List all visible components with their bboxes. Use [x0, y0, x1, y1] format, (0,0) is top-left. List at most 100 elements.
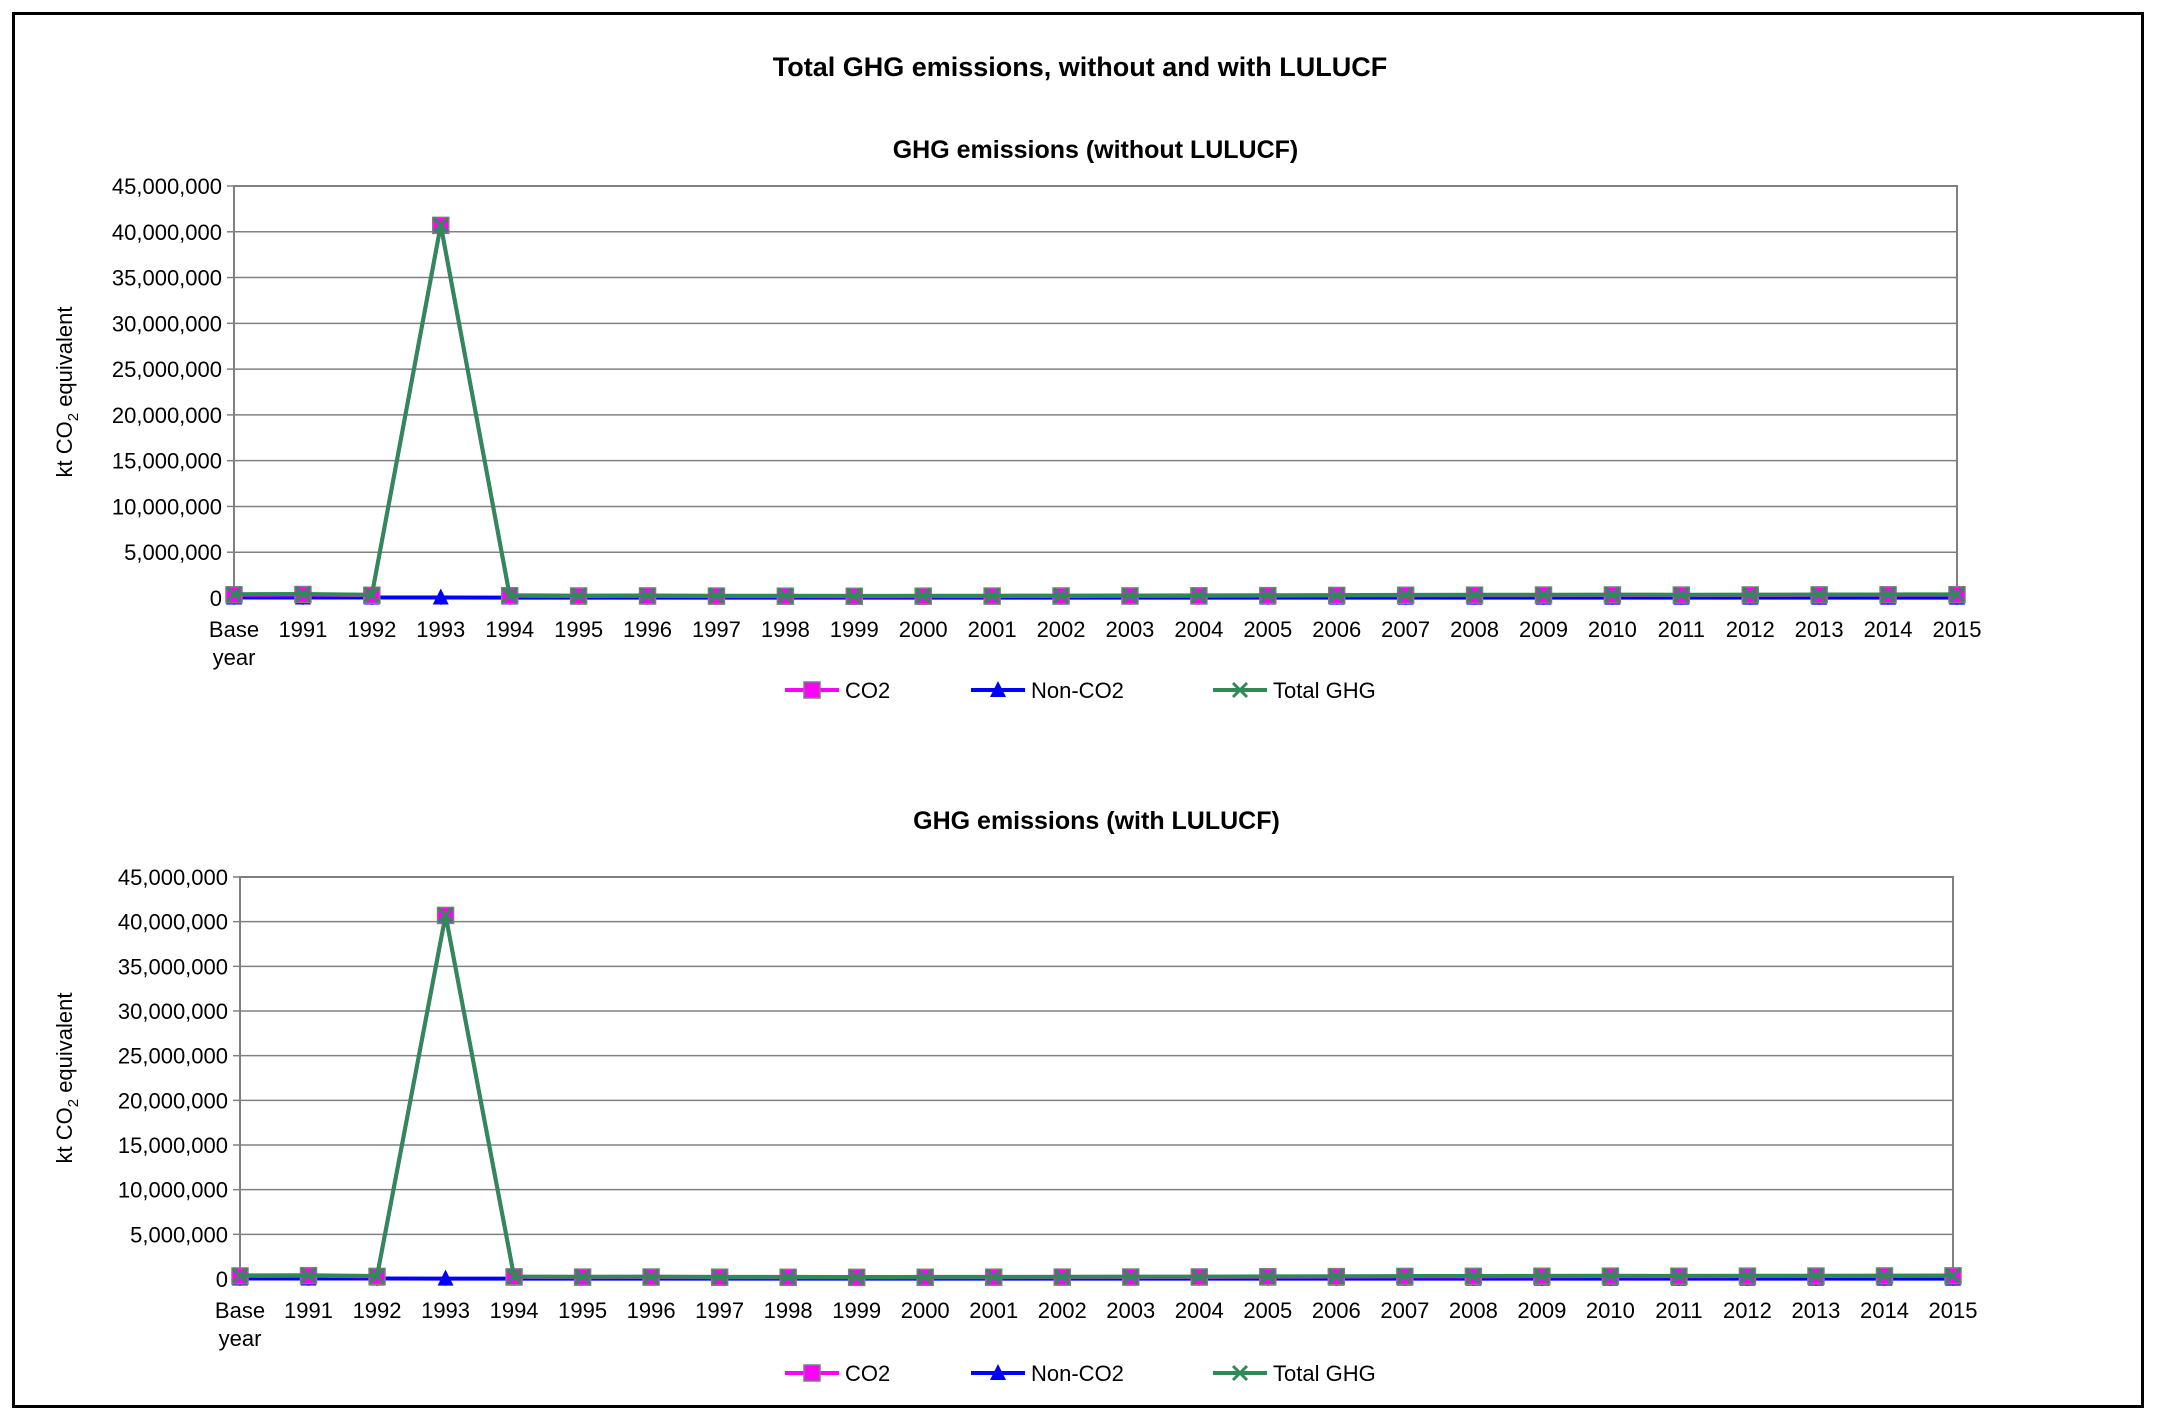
y-tick-label: 45,000,000: [118, 865, 228, 890]
x-tick-label: 2015: [1929, 1298, 1978, 1323]
data-point-total: [708, 587, 725, 604]
series-line-co2: [239, 913, 1954, 1280]
data-point-total: [1396, 1267, 1413, 1285]
legend-label: Total GHG: [1273, 1361, 1376, 1386]
x-tick-label: 2002: [1037, 617, 1086, 642]
x-tick-label: 2006: [1312, 617, 1361, 642]
legend-label: Non-CO2: [1031, 678, 1124, 703]
legend-label: CO2: [845, 1361, 890, 1386]
y-tick-label: 25,000,000: [112, 357, 222, 382]
x-tick-label: Base year: [215, 1298, 265, 1351]
data-point-total: [1602, 1267, 1619, 1284]
data-point-total: [1054, 1268, 1071, 1285]
data-point-total: [1190, 587, 1207, 604]
plot-area: [239, 876, 1954, 1280]
legend-marker: [1231, 681, 1249, 699]
y-axis-label: kt CO2 equivalent: [52, 993, 82, 1164]
y-tick-label: 0: [210, 586, 222, 611]
y-tick-label: 15,000,000: [112, 449, 222, 474]
legend-marker: [990, 681, 1006, 697]
x-tick-label: 1996: [627, 1298, 676, 1323]
data-point-total: [1466, 586, 1483, 603]
chart-title: GHG emissions (without LULUCF): [893, 136, 1299, 164]
x-tick-label: 2005: [1243, 617, 1292, 642]
y-tick-label: 30,000,000: [118, 999, 228, 1024]
data-point-total: [570, 587, 587, 604]
x-tick-label: 2014: [1864, 617, 1913, 642]
x-tick-label: 1991: [278, 617, 327, 642]
x-tick-label: 2004: [1175, 1298, 1224, 1323]
legend-marker: [1231, 1364, 1249, 1382]
x-tick-label: 2007: [1381, 617, 1430, 642]
data-point-total: [225, 586, 243, 603]
legend-marker: [803, 1364, 821, 1382]
y-tick-label: 20,000,000: [118, 1088, 228, 1113]
y-tick-label: 10,000,000: [112, 494, 222, 519]
data-point-total: [915, 587, 932, 604]
x-tick-label: 2011: [1658, 617, 1705, 642]
data-point-total: [1121, 587, 1139, 604]
data-point-total: [985, 1268, 1002, 1285]
x-tick-label: 2005: [1243, 1298, 1292, 1323]
data-point-total: [1944, 1267, 1962, 1284]
y-tick-label: 40,000,000: [118, 910, 228, 935]
data-point-total: [1811, 586, 1828, 603]
y-tick-label: 20,000,000: [112, 403, 222, 428]
data-point-total: [1673, 586, 1690, 603]
data-point-total: [300, 1267, 317, 1284]
x-tick-label: 1995: [558, 1298, 607, 1323]
x-tick-label: 2012: [1723, 1298, 1772, 1323]
x-tick-label: 1996: [623, 617, 672, 642]
data-point-total: [368, 1267, 386, 1285]
x-tick-label: 2013: [1795, 617, 1844, 642]
chart-frame: [12, 12, 2144, 1408]
data-point-total: [1259, 1268, 1276, 1285]
x-tick-label: 2010: [1586, 1298, 1635, 1323]
y-axis-label: kt CO2 equivalent: [52, 307, 82, 478]
series-line-co2: [233, 223, 1958, 599]
data-point-total: [777, 587, 794, 604]
data-point-total: [1535, 586, 1552, 603]
data-point-total: [1052, 587, 1070, 604]
x-tick-label: 2001: [969, 1298, 1018, 1323]
data-point-total: [574, 1268, 591, 1285]
data-point-total: [506, 1268, 523, 1285]
data-point-total: [643, 1268, 660, 1285]
y-tick-label: 35,000,000: [112, 266, 222, 291]
x-tick-label: 2000: [901, 1298, 950, 1323]
y-tick-label: 35,000,000: [118, 954, 228, 979]
x-tick-label: 2000: [899, 617, 948, 642]
series-line-total: [239, 912, 1954, 1280]
series-total: [231, 906, 1962, 1286]
x-tick-label: 2008: [1449, 1298, 1498, 1323]
data-point-total: [1465, 1267, 1482, 1285]
y-tick-label: 30,000,000: [112, 311, 222, 336]
legend-item-nonco2: Non-CO2: [971, 1361, 1124, 1386]
legend-item-co2: CO2: [785, 678, 890, 703]
x-tick-label: 2006: [1312, 1298, 1361, 1323]
x-tick-label: 2008: [1450, 617, 1499, 642]
data-point-total: [1948, 586, 1966, 603]
data-point-total: [1328, 1268, 1345, 1285]
x-tick-label: 2004: [1174, 617, 1223, 642]
legend-item-co2: CO2: [785, 1361, 890, 1386]
x-tick-label: 1997: [692, 617, 741, 642]
x-tick-label: 1999: [830, 617, 879, 642]
x-tick-label: 2002: [1038, 1298, 1087, 1323]
x-tick-label: 2015: [1933, 617, 1982, 642]
x-tick-label: 1991: [284, 1298, 333, 1323]
series-co2: [225, 216, 1966, 606]
x-tick-label: 1992: [347, 617, 396, 642]
data-point-total: [1191, 1268, 1208, 1285]
data-point-total: [1604, 586, 1621, 603]
x-tick-label: 1992: [353, 1298, 402, 1323]
plot-area: [233, 185, 1958, 599]
x-tick-label: 1997: [695, 1298, 744, 1323]
y-tick-label: 0: [216, 1267, 228, 1292]
x-tick-label: 2007: [1380, 1298, 1429, 1323]
y-tick-label: 5,000,000: [124, 540, 222, 565]
x-tick-label: 2012: [1726, 617, 1775, 642]
chart-2: GHG emissions (with LULUCF) 0 5,000,000 10,…: [52, 807, 1977, 1386]
x-tick-label: 1995: [554, 617, 603, 642]
legend-item-total: Total GHG: [1213, 678, 1376, 703]
